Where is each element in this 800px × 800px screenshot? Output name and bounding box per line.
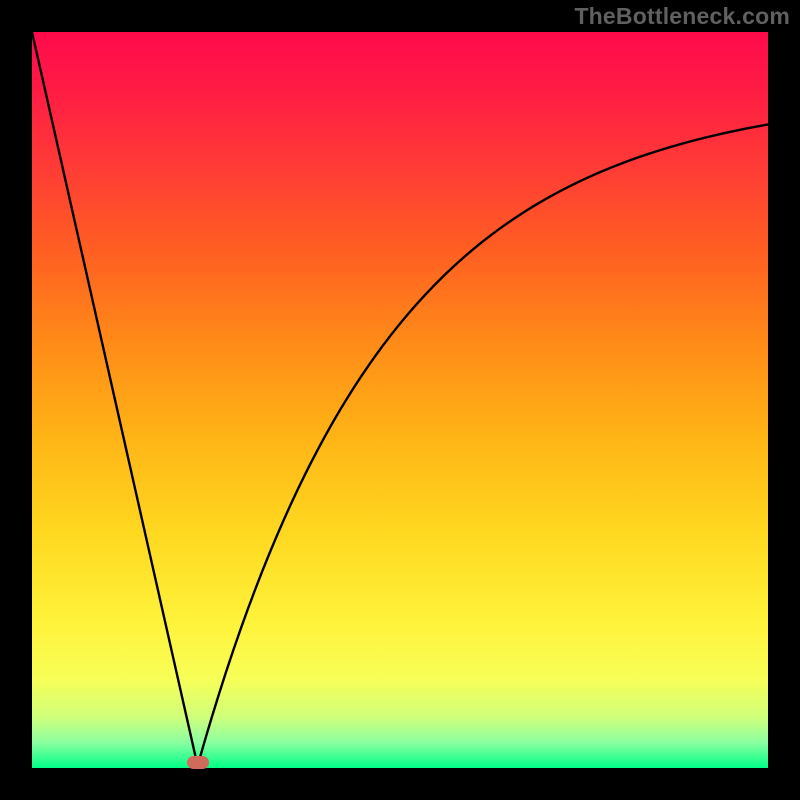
chart-frame: TheBottleneck.com	[0, 0, 800, 800]
watermark-text: TheBottleneck.com	[574, 3, 790, 30]
plot-black-border	[0, 0, 800, 800]
minimum-marker	[187, 756, 209, 769]
